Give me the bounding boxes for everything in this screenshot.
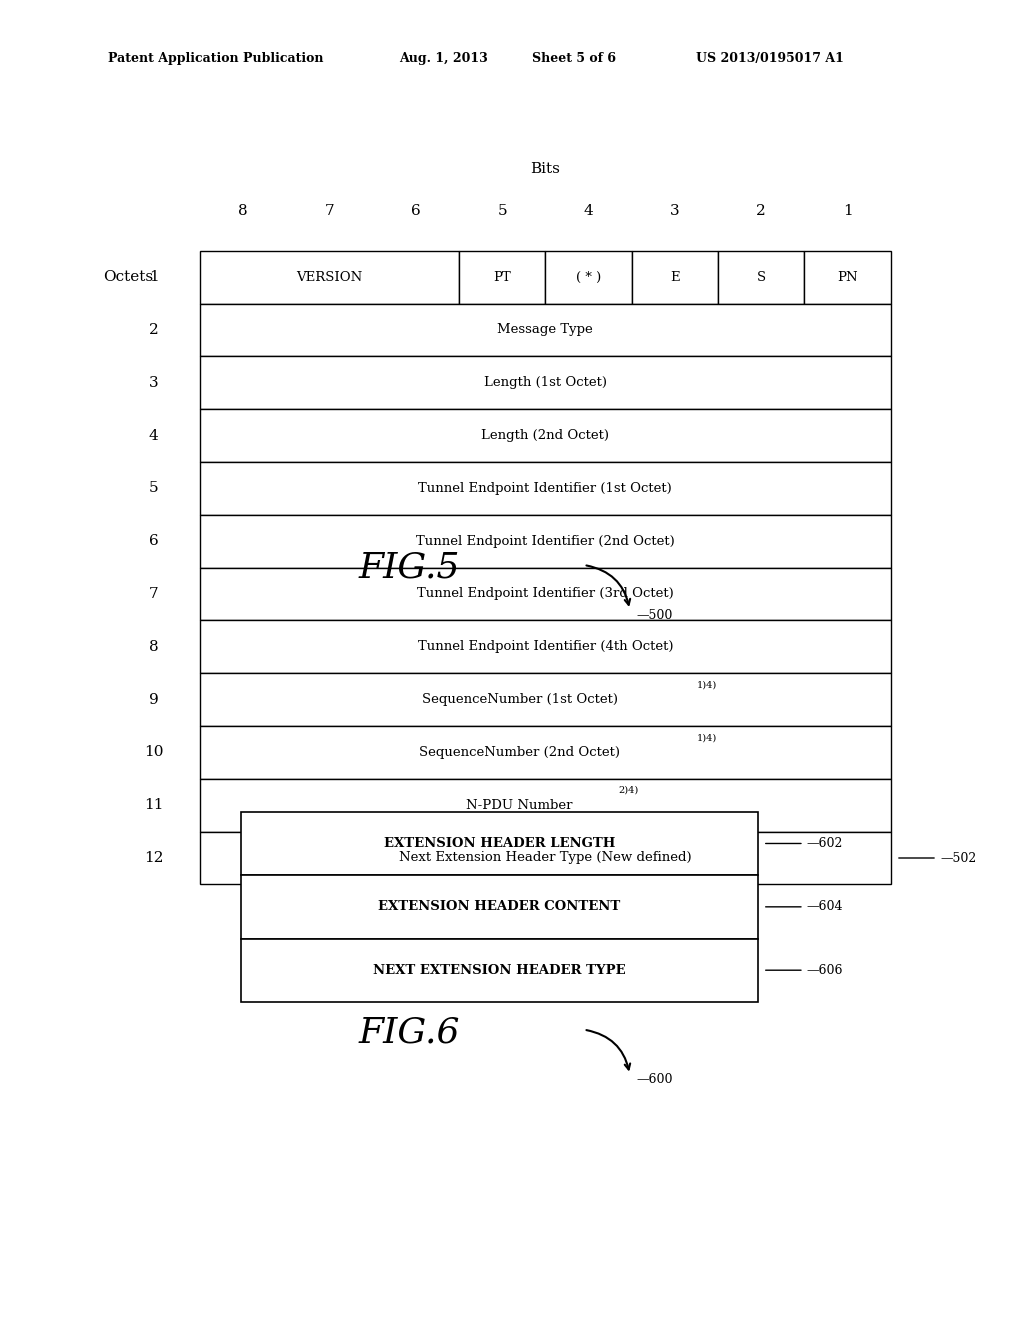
Text: —600: —600 [637, 1073, 674, 1086]
Bar [632, 251, 718, 304]
Text: Patent Application Publication: Patent Application Publication [108, 51, 323, 65]
Text: US 2013/0195017 A1: US 2013/0195017 A1 [696, 51, 844, 65]
Text: Tunnel Endpoint Identifier (1st Octet): Tunnel Endpoint Identifier (1st Octet) [419, 482, 672, 495]
Text: S: S [757, 271, 766, 284]
Bar [200, 726, 891, 779]
Text: ( * ): ( * ) [575, 271, 601, 284]
Text: 3: 3 [148, 376, 159, 389]
Text: NEXT EXTENSION HEADER TYPE: NEXT EXTENSION HEADER TYPE [373, 964, 626, 977]
Text: VERSION: VERSION [296, 271, 362, 284]
Text: 12: 12 [143, 851, 164, 865]
Bar [200, 568, 891, 620]
Text: N-PDU Number: N-PDU Number [466, 799, 573, 812]
Text: SequenceNumber (2nd Octet): SequenceNumber (2nd Octet) [419, 746, 621, 759]
Text: EXTENSION HEADER LENGTH: EXTENSION HEADER LENGTH [384, 837, 614, 850]
Text: FIG.5: FIG.5 [358, 550, 461, 585]
Text: SequenceNumber (1st Octet): SequenceNumber (1st Octet) [422, 693, 617, 706]
Text: —500: —500 [637, 609, 674, 622]
Bar [200, 462, 891, 515]
Text: Message Type: Message Type [498, 323, 593, 337]
Bar [241, 812, 758, 875]
Text: 5: 5 [148, 482, 159, 495]
Text: Octets: Octets [103, 271, 153, 284]
Text: PT: PT [494, 271, 511, 284]
Text: Bits: Bits [530, 162, 560, 176]
Text: 7: 7 [148, 587, 159, 601]
Text: 10: 10 [143, 746, 164, 759]
Bar [805, 251, 891, 304]
Text: Length (2nd Octet): Length (2nd Octet) [481, 429, 609, 442]
Bar [200, 251, 459, 304]
Text: 1: 1 [843, 205, 853, 218]
Text: FIG.6: FIG.6 [358, 1015, 461, 1049]
Text: Tunnel Endpoint Identifier (3rd Octet): Tunnel Endpoint Identifier (3rd Octet) [417, 587, 674, 601]
Text: E: E [670, 271, 680, 284]
Text: —502: —502 [940, 851, 976, 865]
Text: 8: 8 [148, 640, 159, 653]
Bar [200, 304, 891, 356]
Bar [200, 620, 891, 673]
Text: Sheet 5 of 6: Sheet 5 of 6 [532, 51, 616, 65]
Text: 5: 5 [498, 205, 507, 218]
Bar [241, 939, 758, 1002]
Text: 1: 1 [148, 271, 159, 284]
Text: 6: 6 [411, 205, 421, 218]
Text: 4: 4 [148, 429, 159, 442]
Text: Next Extension Header Type (New defined): Next Extension Header Type (New defined) [399, 851, 691, 865]
Text: 3: 3 [670, 205, 680, 218]
Text: Length (1st Octet): Length (1st Octet) [483, 376, 607, 389]
Bar [200, 515, 891, 568]
Bar [546, 251, 632, 304]
Bar [241, 875, 758, 939]
Text: 2: 2 [757, 205, 766, 218]
Text: 7: 7 [325, 205, 334, 218]
Text: —602: —602 [807, 837, 844, 850]
Text: 2)4): 2)4) [618, 785, 638, 795]
Text: 1)4): 1)4) [696, 733, 717, 742]
Text: 2: 2 [148, 323, 159, 337]
Text: —604: —604 [807, 900, 844, 913]
Text: Tunnel Endpoint Identifier (4th Octet): Tunnel Endpoint Identifier (4th Octet) [418, 640, 673, 653]
Text: —606: —606 [807, 964, 844, 977]
Text: 11: 11 [143, 799, 164, 812]
Text: 9: 9 [148, 693, 159, 706]
Bar [200, 673, 891, 726]
Text: 6: 6 [148, 535, 159, 548]
Bar [200, 779, 891, 832]
Bar [200, 409, 891, 462]
Text: Aug. 1, 2013: Aug. 1, 2013 [399, 51, 488, 65]
Text: PN: PN [838, 271, 858, 284]
Text: 8: 8 [238, 205, 248, 218]
Bar [200, 356, 891, 409]
Bar [718, 251, 805, 304]
Text: EXTENSION HEADER CONTENT: EXTENSION HEADER CONTENT [378, 900, 621, 913]
Text: 1)4): 1)4) [696, 680, 717, 689]
Bar [200, 832, 891, 884]
Bar [459, 251, 546, 304]
Text: Tunnel Endpoint Identifier (2nd Octet): Tunnel Endpoint Identifier (2nd Octet) [416, 535, 675, 548]
Text: 4: 4 [584, 205, 593, 218]
